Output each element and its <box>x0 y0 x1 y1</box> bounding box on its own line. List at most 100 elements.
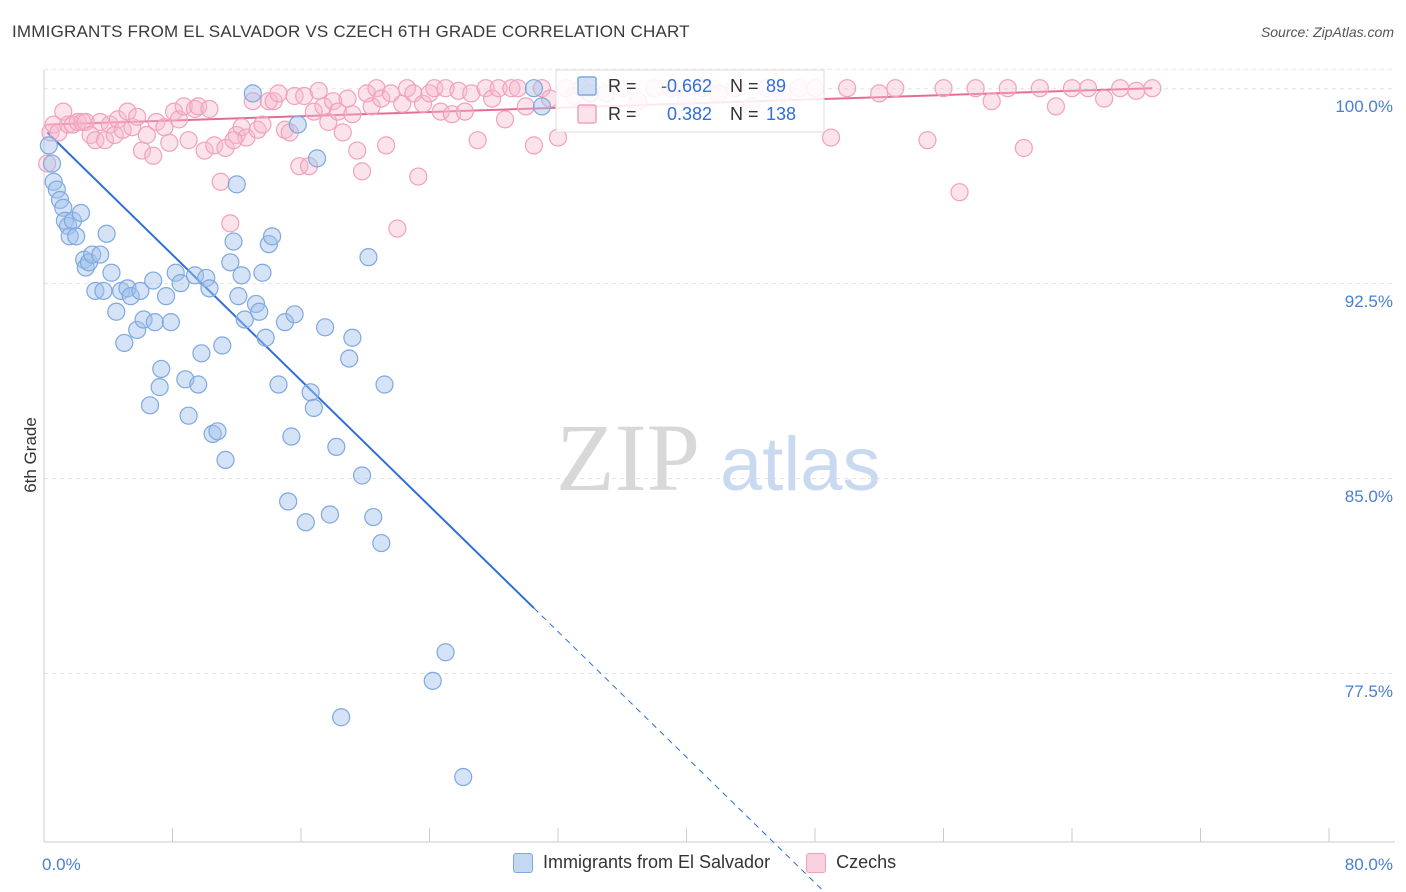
data-point <box>121 287 140 306</box>
data-point <box>343 328 362 347</box>
data-point <box>495 110 515 129</box>
data-point <box>189 375 208 394</box>
data-point <box>269 375 288 394</box>
data-point <box>409 167 428 186</box>
data-point <box>128 320 147 340</box>
stats-n-value: 89 <box>766 76 786 96</box>
data-point <box>918 131 937 150</box>
data-point <box>375 375 394 394</box>
data-point <box>259 92 278 111</box>
data-point <box>161 313 180 332</box>
data-point <box>108 110 127 129</box>
data-point <box>489 79 508 98</box>
data-point <box>174 97 193 116</box>
data-point <box>348 141 367 160</box>
data-point <box>232 266 251 285</box>
data-point <box>128 107 147 126</box>
data-point <box>1078 79 1098 98</box>
data-point <box>372 89 391 108</box>
axes <box>43 70 1395 843</box>
data-point <box>243 84 262 103</box>
data-point <box>413 94 433 113</box>
data-point <box>502 79 521 98</box>
data-point <box>288 115 307 134</box>
data-point <box>309 81 328 100</box>
data-point <box>47 180 66 199</box>
data-point <box>256 328 275 347</box>
data-point <box>86 131 105 150</box>
data-point <box>213 336 232 355</box>
data-point <box>211 172 230 191</box>
data-point <box>524 136 544 155</box>
data-point <box>49 123 68 142</box>
data-point <box>362 97 381 116</box>
data-point <box>224 131 243 150</box>
x-tick-label: 80.0% <box>1345 855 1393 874</box>
chart-title: IMMIGRANTS FROM EL SALVADOR VS CZECH 6TH… <box>12 22 690 41</box>
data-point <box>200 279 219 298</box>
data-point <box>131 281 150 301</box>
data-point <box>320 505 340 524</box>
data-point <box>185 266 205 285</box>
data-point <box>301 383 320 402</box>
bottom-legend: Immigrants from El Salvador Czechs <box>513 852 932 873</box>
data-point <box>282 427 301 446</box>
data-point <box>192 344 211 363</box>
data-point <box>532 97 552 116</box>
legend-item-el-salvador[interactable]: Immigrants from El Salvador <box>513 852 770 873</box>
legend-item-czechs[interactable]: Czechs <box>806 852 896 873</box>
data-point <box>436 643 455 662</box>
trend-line <box>46 131 535 609</box>
data-point <box>420 84 439 103</box>
data-point <box>304 398 323 418</box>
data-point <box>150 378 169 397</box>
data-point <box>253 263 272 282</box>
data-point <box>185 99 205 119</box>
data-point <box>285 86 304 106</box>
data-point <box>1030 79 1049 98</box>
data-point <box>454 767 473 787</box>
data-point <box>134 310 153 329</box>
data-point <box>102 263 121 282</box>
data-point <box>315 318 335 337</box>
data-point <box>468 131 487 150</box>
data-point <box>982 92 1001 111</box>
data-point <box>352 466 372 485</box>
data-point <box>307 149 327 168</box>
data-point <box>381 84 401 103</box>
data-point <box>216 450 235 469</box>
data-point <box>123 118 142 137</box>
stats-n-label: N = <box>730 76 759 96</box>
data-point <box>248 120 267 139</box>
data-point <box>352 162 372 181</box>
stats-r-value: 0.382 <box>667 104 712 124</box>
stats-r-label: R = <box>608 76 637 96</box>
data-point <box>235 310 254 329</box>
data-point <box>97 224 116 243</box>
y-tick-labels: 100.0% 92.5% 85.0% 77.5% <box>1335 97 1393 701</box>
data-point <box>171 274 190 293</box>
data-point <box>208 422 227 441</box>
data-point <box>1046 97 1066 116</box>
y-tick-label: 100.0% <box>1335 97 1393 116</box>
x-tick-label: 0.0% <box>42 855 81 874</box>
data-point <box>200 99 219 119</box>
data-point <box>359 248 378 267</box>
data-point <box>115 333 134 353</box>
legend-label-czechs: Czechs <box>836 852 897 872</box>
data-point <box>42 154 62 173</box>
data-point <box>1143 79 1162 98</box>
data-point <box>71 203 91 223</box>
data-point <box>229 287 248 306</box>
x-tick-labels: 0.0% 80.0% <box>42 855 1393 874</box>
data-point <box>508 79 527 98</box>
data-point <box>67 227 86 246</box>
stats-n-label: N = <box>730 104 759 124</box>
source-label: Source: ZipAtlas.com <box>1260 24 1394 40</box>
data-point <box>338 89 357 108</box>
stats-n-value: 138 <box>766 104 796 124</box>
legend-swatch-czechs <box>806 852 827 873</box>
data-point <box>179 406 198 425</box>
watermark-atlas: atlas <box>720 422 881 507</box>
data-point <box>253 115 272 134</box>
